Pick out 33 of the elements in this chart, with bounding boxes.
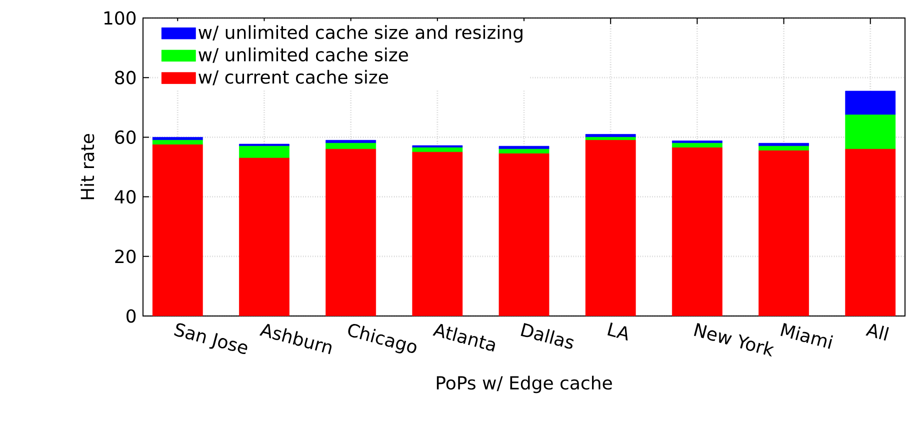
x-tick-label: LA — [607, 322, 628, 341]
y-tick-label: 100 — [104, 11, 136, 25]
x-tick-label: All — [866, 324, 889, 341]
bar — [498, 146, 550, 150]
x-tick-label: Chicago — [348, 324, 416, 354]
x-tick-label: San Jose — [174, 323, 248, 354]
bar — [758, 146, 809, 151]
bar — [845, 114, 896, 150]
x-tick-label: Ashburn — [259, 324, 332, 354]
x-tick-label: Miami — [780, 323, 833, 349]
bar — [412, 147, 463, 152]
y-axis-title: Hit rate — [80, 134, 94, 200]
bar — [152, 140, 203, 145]
bar — [672, 142, 722, 148]
y-tick-label: 80 — [115, 70, 136, 84]
y-tick-label: 60 — [115, 130, 136, 144]
x-axis-title: PoPs w/ Edge cache — [436, 376, 612, 394]
legend-label: w/ current cache size — [198, 70, 388, 86]
x-tick-label: Atlanta — [432, 324, 495, 352]
legend-label: w/ unlimited cache size and resizing — [198, 25, 522, 43]
bar — [672, 140, 722, 144]
bar — [412, 145, 463, 148]
y-tick-label: 0 — [126, 309, 136, 323]
bar — [498, 148, 550, 154]
bar — [845, 90, 896, 116]
bar — [239, 146, 290, 158]
bar — [239, 144, 290, 146]
x-tick-label: New York — [694, 323, 774, 357]
x-tick-label: Dallas — [520, 323, 574, 349]
bar — [326, 142, 376, 150]
y-tick-label: 20 — [115, 250, 136, 264]
y-tick-label: 40 — [114, 190, 136, 204]
legend-label: w/ unlimited cache size — [198, 48, 408, 63]
